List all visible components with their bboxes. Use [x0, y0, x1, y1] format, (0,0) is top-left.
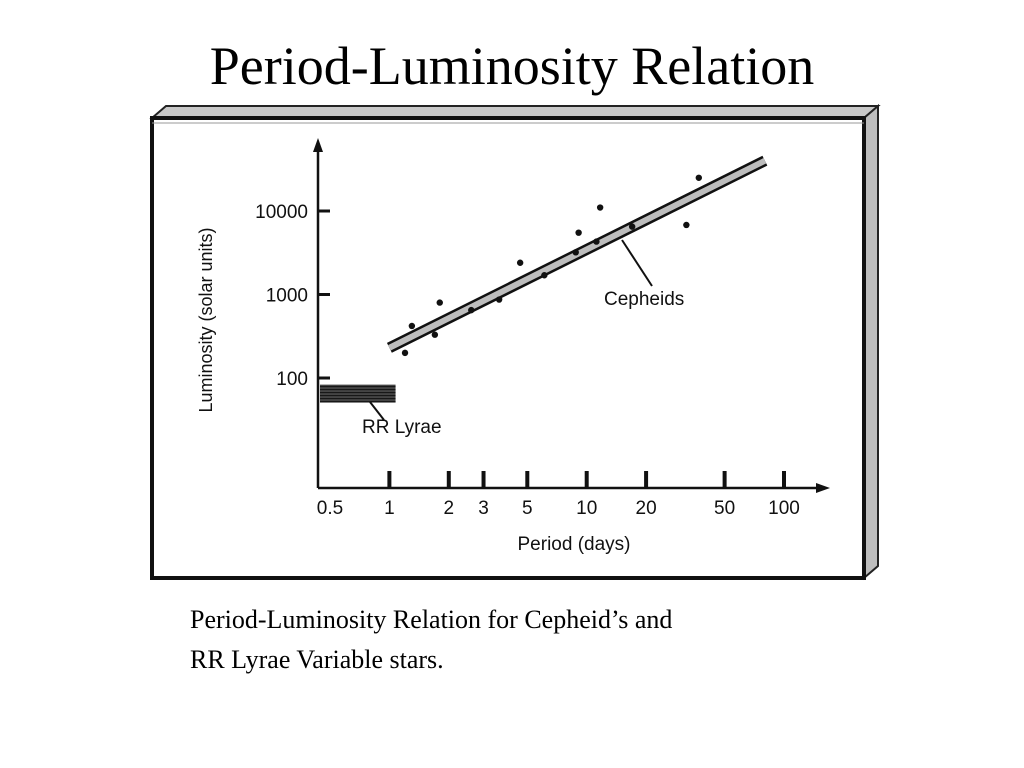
x-tick-label: 0.5 [317, 498, 343, 519]
y-axis-arrow [313, 138, 323, 152]
x-tick-label: 10 [576, 498, 597, 519]
cepheids-annotation-label: Cepheids [604, 289, 684, 310]
x-axis-label: Period (days) [518, 534, 631, 555]
cepheid-data-point [468, 306, 475, 314]
y-axis-label: Luminosity (solar units) [196, 227, 216, 412]
axes [313, 138, 830, 493]
cepheid-data-point [516, 259, 524, 266]
rr-lyrae-band [320, 384, 396, 403]
x-tick-label: 1 [384, 498, 395, 519]
cepheid-data-point [683, 221, 690, 229]
cepheid-data-point [408, 322, 416, 330]
cepheid-data-point [541, 272, 548, 279]
cepheid-data-point [401, 349, 409, 357]
cepheid-data-point [596, 204, 604, 211]
cepheid-data-point [572, 249, 579, 256]
x-tick-label: 20 [636, 498, 657, 519]
cepheid-data-point [593, 238, 600, 245]
rr-lyrae-annotation-leader [369, 401, 385, 421]
x-tick-label: 5 [522, 498, 533, 519]
y-axis-ticks: 100 1000 10000 [255, 202, 330, 390]
frame-right-face [863, 103, 879, 581]
caption-line-1: Period-Luminosity Relation for Cepheid’s… [190, 605, 673, 634]
cepheid-data-point [695, 174, 703, 181]
cepheid-data-point [431, 331, 439, 338]
x-tick-label: 2 [443, 498, 454, 519]
frame-front-face [150, 116, 866, 580]
cepheid-data-point [575, 229, 582, 236]
x-tick-label: 100 [768, 498, 800, 519]
annotations-layer: Cepheids RR Lyrae [362, 239, 684, 438]
cepheid-data-point [628, 223, 636, 230]
x-axis-arrow [816, 483, 830, 493]
figure-frame [149, 103, 881, 581]
cepheids-annotation-leader [621, 239, 653, 287]
x-axis-ticks: 0.5 1 2 3 5 10 20 50 100 [317, 471, 800, 519]
cepheid-data-point [495, 296, 503, 303]
cepheid-data-point [436, 299, 443, 306]
slide-title: Period-Luminosity Relation [209, 36, 815, 96]
slide-caption: Period-Luminosity Relation for Cepheid’s… [190, 600, 890, 680]
caption-line-2: RR Lyrae Variable stars. [190, 645, 444, 674]
y-tick-label: 100 [276, 369, 308, 390]
y-tick-label: 1000 [266, 286, 308, 307]
x-tick-label: 3 [478, 498, 489, 519]
y-tick-label: 10000 [255, 202, 308, 223]
rr-lyrae-annotation-label: RR Lyrae [362, 417, 442, 438]
x-tick-label: 50 [714, 498, 735, 519]
data-points-layer [401, 174, 703, 357]
